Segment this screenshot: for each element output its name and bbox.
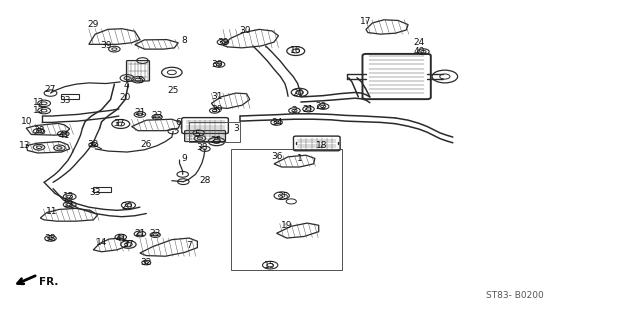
Text: 39: 39 xyxy=(100,41,112,51)
Text: 34: 34 xyxy=(271,118,282,127)
Text: 20: 20 xyxy=(120,93,131,102)
Text: 39: 39 xyxy=(217,38,228,47)
Text: 33: 33 xyxy=(90,188,101,197)
Text: 12: 12 xyxy=(63,200,75,209)
Text: 5: 5 xyxy=(195,130,200,139)
Text: 21: 21 xyxy=(134,229,145,238)
Text: 14: 14 xyxy=(96,238,108,247)
Text: 21: 21 xyxy=(303,105,314,114)
Text: 33: 33 xyxy=(59,96,70,105)
Text: 13: 13 xyxy=(19,141,30,150)
Text: 37: 37 xyxy=(123,240,134,249)
Text: 30: 30 xyxy=(239,27,250,36)
Text: 27: 27 xyxy=(44,85,56,94)
Text: 35: 35 xyxy=(277,192,289,201)
Bar xyxy=(61,94,79,100)
Text: 16: 16 xyxy=(290,45,301,55)
Text: 36: 36 xyxy=(271,152,282,161)
Text: 24: 24 xyxy=(413,38,424,47)
Text: 5: 5 xyxy=(137,76,143,85)
Text: 41: 41 xyxy=(115,234,127,243)
Text: 39: 39 xyxy=(211,60,222,69)
Bar xyxy=(93,187,111,192)
Text: 25: 25 xyxy=(168,86,179,95)
Text: 31: 31 xyxy=(211,92,222,101)
Text: FR.: FR. xyxy=(39,277,58,287)
Text: 32: 32 xyxy=(141,258,152,267)
Text: 11: 11 xyxy=(46,207,58,216)
Text: 20: 20 xyxy=(122,202,133,211)
Text: 7: 7 xyxy=(186,241,192,250)
Text: 12: 12 xyxy=(63,192,75,201)
Text: 8: 8 xyxy=(181,36,187,45)
Text: 6: 6 xyxy=(175,118,181,127)
Text: ST83- B0200: ST83- B0200 xyxy=(486,291,544,300)
Text: 38: 38 xyxy=(45,234,56,243)
Text: 3: 3 xyxy=(233,124,239,132)
Bar xyxy=(189,123,240,141)
Text: 38: 38 xyxy=(33,126,45,135)
Text: 1: 1 xyxy=(297,154,303,163)
Text: 10: 10 xyxy=(20,117,32,126)
Text: 41: 41 xyxy=(59,131,70,140)
Text: 17: 17 xyxy=(360,17,372,26)
Text: 12: 12 xyxy=(33,98,45,107)
Text: 25: 25 xyxy=(211,136,222,145)
Text: 23: 23 xyxy=(152,111,163,120)
Text: 21: 21 xyxy=(134,108,145,117)
Text: 4: 4 xyxy=(124,81,129,90)
Text: 19: 19 xyxy=(281,221,292,230)
Text: 37: 37 xyxy=(113,119,125,128)
Text: 2: 2 xyxy=(292,106,297,115)
Text: 20: 20 xyxy=(292,89,303,98)
Text: 18: 18 xyxy=(316,141,327,150)
Text: 22: 22 xyxy=(316,102,327,111)
Text: 38: 38 xyxy=(196,143,207,152)
Text: 28: 28 xyxy=(200,176,211,185)
Text: 26: 26 xyxy=(141,140,152,148)
Text: 23: 23 xyxy=(150,229,161,238)
Text: 15: 15 xyxy=(264,261,276,270)
Text: 12: 12 xyxy=(33,106,45,115)
Text: 29: 29 xyxy=(88,20,99,29)
Text: 39: 39 xyxy=(211,105,222,114)
Text: 32: 32 xyxy=(88,140,99,149)
Text: 40: 40 xyxy=(413,47,425,56)
Text: 9: 9 xyxy=(181,154,187,163)
Bar xyxy=(230,149,342,270)
